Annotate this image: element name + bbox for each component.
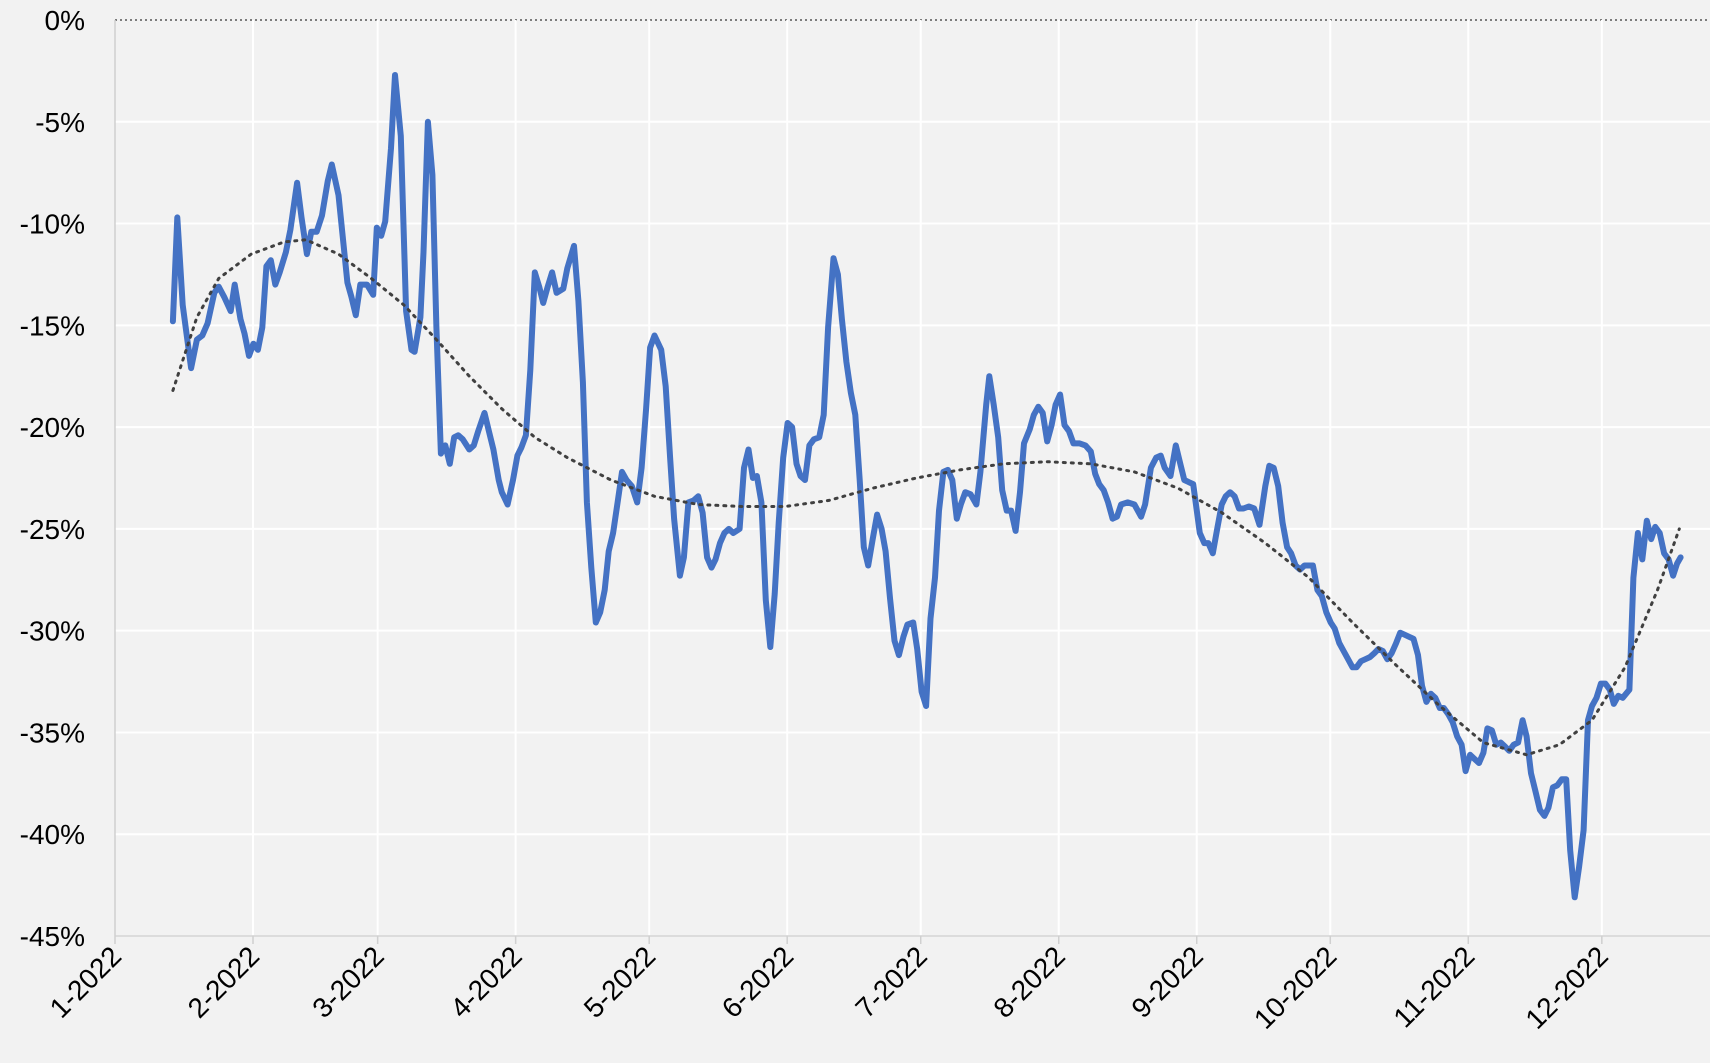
y-tick-label: -20%	[20, 412, 85, 443]
x-tick-label: 11-2022	[1387, 940, 1480, 1033]
y-tick-label: -10%	[20, 209, 85, 240]
x-tick-label: 12-2022	[1519, 940, 1614, 1035]
x-tick-label: 4-2022	[444, 940, 528, 1024]
x-tick-label: 6-2022	[716, 940, 800, 1024]
x-tick-label: 9-2022	[1125, 940, 1209, 1024]
y-tick-label: -30%	[20, 616, 85, 647]
data-line	[169, 72, 1684, 901]
x-tick-label: 5-2022	[578, 940, 662, 1024]
y-tick-label: -45%	[20, 921, 85, 952]
x-tick-label: 1-2022	[44, 940, 128, 1024]
y-tick-label: -40%	[20, 819, 85, 850]
x-tick-label: 3-2022	[306, 940, 390, 1024]
x-tick-label: 8-2022	[987, 940, 1071, 1024]
y-tick-label: -15%	[20, 310, 85, 341]
x-tick-label: 2-2022	[182, 940, 266, 1024]
x-tick-label: 10-2022	[1248, 940, 1343, 1035]
trend-line	[171, 238, 1681, 757]
y-tick-label: -25%	[20, 514, 85, 545]
x-tick-label: 7-2022	[849, 940, 933, 1024]
y-tick-label: 0%	[45, 5, 85, 36]
y-tick-label: -5%	[35, 107, 85, 138]
y-tick-label: -35%	[20, 717, 85, 748]
